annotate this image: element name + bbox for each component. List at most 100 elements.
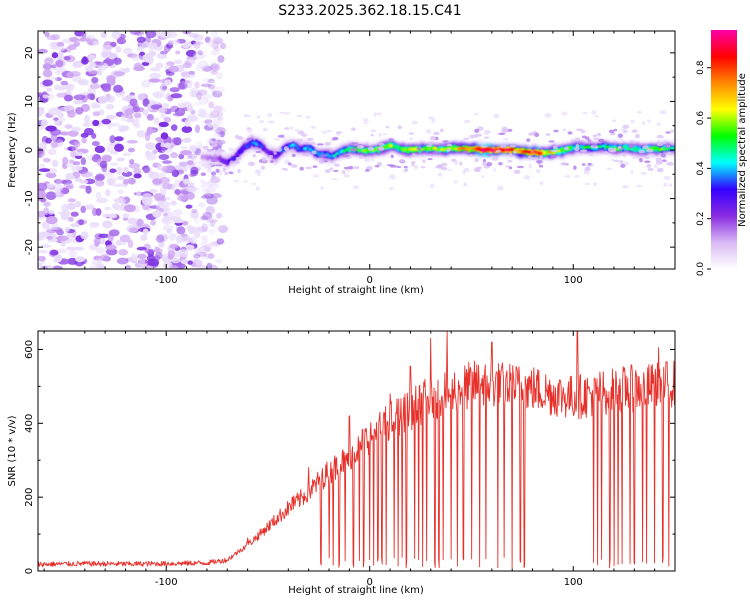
noise-speckle [591, 110, 597, 115]
noise-blob [94, 145, 106, 154]
noise-blob [198, 108, 206, 118]
noise-blob [179, 249, 189, 258]
noise-blob [196, 92, 203, 100]
noise-blob [89, 83, 100, 90]
noise-blob [147, 42, 158, 49]
noise-blob [200, 215, 209, 221]
noise-blob [91, 133, 97, 139]
noise-blob [38, 182, 48, 192]
noise-blob [180, 80, 191, 84]
ridge-speckle [290, 164, 298, 168]
noise-blob [160, 132, 169, 140]
noise-blob [45, 125, 57, 132]
ridge-speckle [210, 160, 218, 163]
noise-blob [175, 50, 181, 55]
ridge-speckle [538, 164, 544, 168]
noise-speckle [389, 186, 394, 191]
x-tick-label: -100 [155, 577, 178, 588]
ridge-speckle [482, 161, 487, 166]
noise-blob [99, 254, 110, 262]
noise-blob [195, 64, 204, 72]
noise-blob [145, 152, 157, 161]
noise-blob [124, 264, 132, 269]
ridge-speckle [513, 169, 521, 175]
noise-blob [215, 241, 227, 245]
ridge-speckle [224, 172, 229, 176]
noise-blob [114, 143, 125, 152]
noise-blob [162, 182, 173, 190]
ridge-speckle [508, 166, 513, 170]
noise-speckle [267, 112, 273, 118]
noise-blob [169, 243, 179, 249]
ridge-mark [276, 152, 281, 155]
ridge-speckle [629, 140, 635, 144]
ridge-speckle [656, 142, 663, 147]
noise-blob [112, 203, 120, 210]
noise-blob [49, 249, 59, 256]
ridge-speckle [416, 146, 421, 151]
ridge-speckle [646, 148, 654, 153]
noise-blob [66, 71, 75, 79]
noise-blob [71, 126, 82, 132]
noise-blob [209, 64, 218, 70]
ridge-speckle [545, 133, 551, 136]
noise-blob [105, 244, 117, 251]
noise-blob [181, 125, 193, 134]
noise-blob [53, 117, 59, 121]
noise-speckle [294, 128, 300, 133]
noise-blob [56, 235, 69, 242]
ridge-speckle [441, 144, 448, 147]
noise-blob [42, 79, 54, 87]
noise-blob [153, 246, 160, 253]
noise-blob [39, 141, 48, 150]
ridge-speckle [316, 143, 324, 146]
noise-blob [102, 220, 113, 229]
ridge-speckle [332, 136, 339, 141]
ridge-speckle [428, 142, 434, 146]
noise-blob [147, 265, 154, 269]
noise-blob [153, 117, 160, 124]
ridge-speckle [273, 152, 277, 155]
noise-speckle [483, 129, 489, 135]
noise-speckle [630, 169, 634, 174]
ridge-speckle [662, 159, 667, 162]
noise-blob [38, 168, 51, 173]
noise-blob [198, 97, 209, 105]
y-tick-label: -20 [24, 239, 35, 255]
noise-speckle [378, 132, 382, 138]
ridge-speckle [235, 156, 242, 161]
noise-speckle [252, 182, 256, 186]
ridge-speckle [291, 149, 295, 154]
noise-blob [101, 155, 112, 163]
noise-blob [88, 54, 96, 60]
noise-blob [212, 90, 223, 98]
ridge-speckle [246, 127, 252, 130]
noise-blob [145, 31, 157, 39]
noise-blob [172, 112, 185, 117]
noise-blob [46, 235, 53, 240]
noise-speckle [363, 121, 368, 125]
y-tick-label: -10 [24, 190, 35, 206]
noise-blob [157, 200, 165, 206]
noise-blob [80, 171, 93, 178]
noise-blob [147, 51, 155, 58]
noise-blob [102, 44, 114, 50]
ridge-speckle [507, 128, 513, 132]
noise-blob [202, 238, 208, 244]
noise-blob [158, 154, 170, 161]
noise-blob [158, 146, 168, 151]
ridge-speckle [427, 158, 433, 161]
noise-blob [192, 226, 203, 234]
ridge-speckle [335, 131, 343, 134]
noise-blob [92, 119, 100, 127]
noise-blob [45, 191, 57, 200]
noise-speckle [347, 169, 351, 173]
ridge-speckle [291, 153, 296, 157]
noise-blob [191, 208, 198, 214]
noise-blob [169, 87, 180, 93]
noise-blob [204, 124, 214, 131]
noise-blob [51, 159, 59, 168]
ridge-speckle [516, 165, 525, 169]
ridge-speckle [469, 154, 473, 157]
noise-speckle [610, 158, 615, 162]
